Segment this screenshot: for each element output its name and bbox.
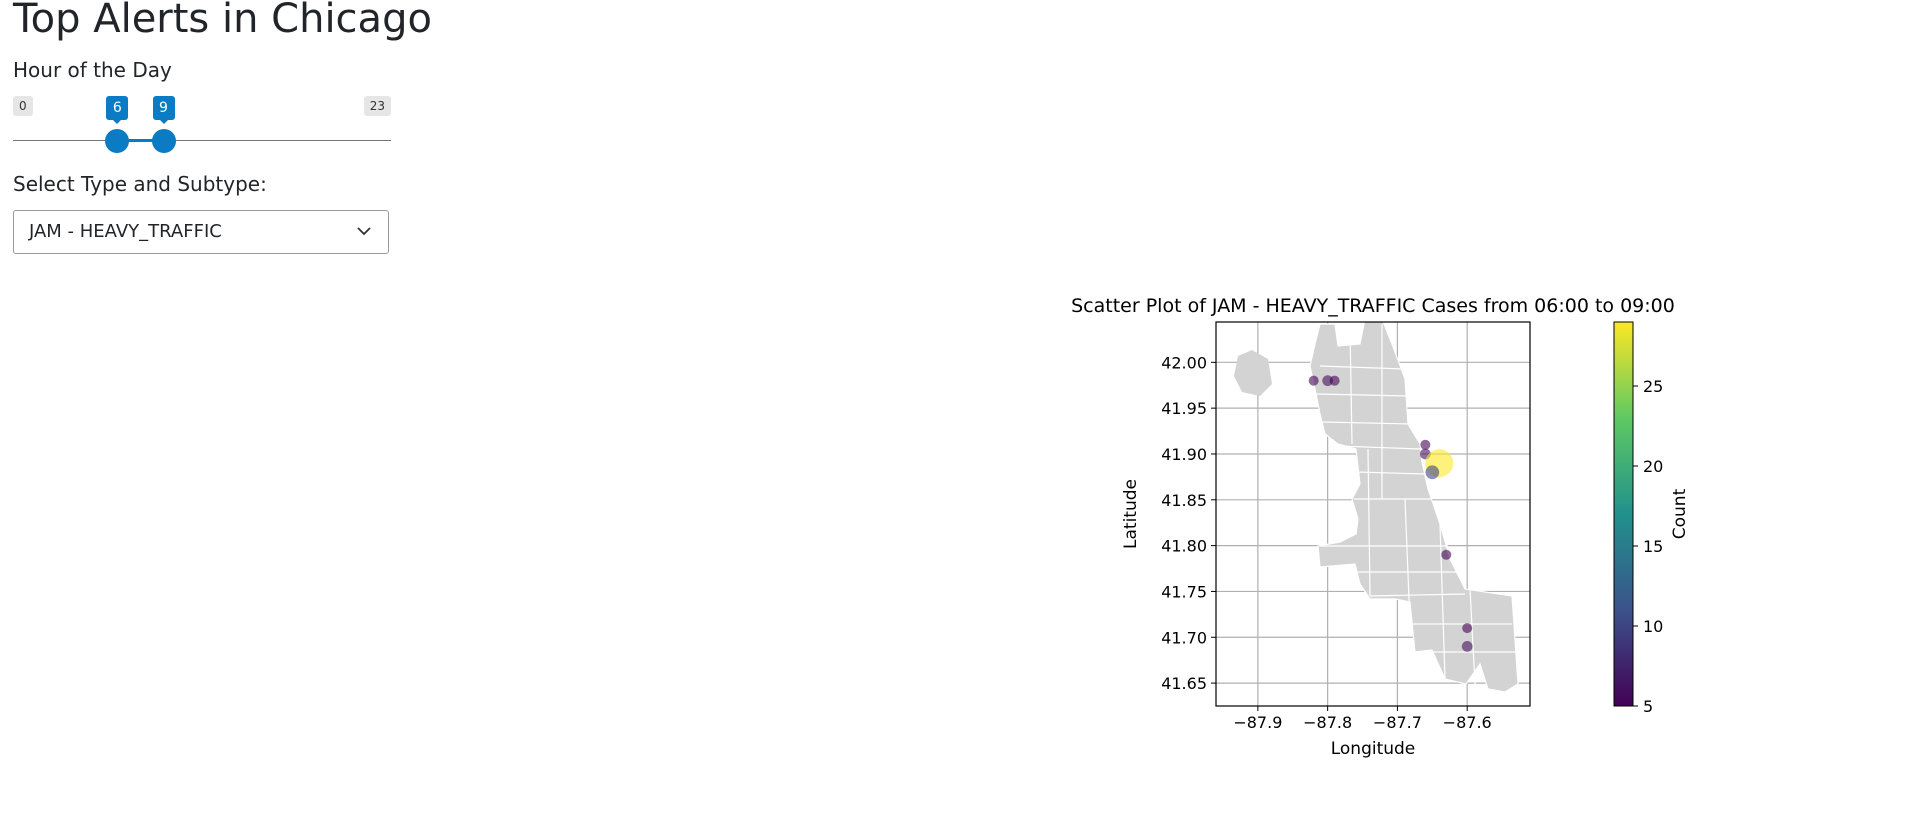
slider-to-value: 9 — [152, 96, 175, 124]
x-axis-label: Longitude — [1331, 739, 1416, 759]
y-tick-label: 41.80 — [1161, 537, 1207, 556]
y-axis-label: Latitude — [1121, 479, 1141, 549]
y-tick-label: 41.65 — [1161, 674, 1207, 693]
colorbar — [1613, 321, 1634, 707]
data-point — [1329, 375, 1340, 386]
select-value: JAM - HEAVY_TRAFFIC — [29, 221, 222, 242]
data-point — [1420, 439, 1431, 450]
colorbar-tick-label: 10 — [1643, 617, 1663, 636]
slider-from-handle[interactable] — [105, 129, 130, 153]
colorbar-tick-label: 15 — [1643, 537, 1663, 556]
page-title: Top Alerts in Chicago — [13, 0, 432, 42]
x-tick-label: −87.6 — [1443, 713, 1492, 732]
data-point — [1462, 623, 1473, 634]
x-tick-label: −87.8 — [1303, 713, 1352, 732]
x-axis: −87.9 −87.8 −87.7 −87.6 — [1233, 706, 1492, 732]
colorbar-tick-label: 25 — [1643, 377, 1663, 396]
y-tick-label: 41.95 — [1161, 399, 1207, 418]
chicago-map — [1234, 322, 1519, 693]
hour-slider-label: Hour of the Day — [13, 58, 172, 82]
slider-selected-range — [117, 139, 164, 142]
slider-track[interactable] — [13, 140, 391, 141]
data-point — [1308, 375, 1319, 386]
y-tick-label: 41.70 — [1161, 628, 1207, 647]
colorbar-tick-label: 5 — [1643, 697, 1653, 716]
slider-to-handle[interactable] — [151, 129, 176, 153]
data-point — [1441, 549, 1452, 560]
hour-range-slider[interactable]: 0 23 6 9 — [13, 96, 391, 156]
data-point — [1425, 465, 1440, 480]
data-point — [1461, 641, 1473, 652]
slider-from-value: 6 — [106, 96, 129, 124]
y-tick-label: 41.75 — [1161, 582, 1207, 601]
colorbar-axis: 5 10 15 20 25 — [1633, 377, 1663, 716]
chevron-down-icon — [357, 227, 371, 236]
chart-title: Scatter Plot of JAM - HEAVY_TRAFFIC Case… — [1071, 295, 1675, 317]
y-tick-label: 41.90 — [1161, 445, 1207, 464]
colorbar-label: Count — [1670, 488, 1690, 539]
type-select-label: Select Type and Subtype: — [13, 172, 267, 196]
y-tick-label: 41.85 — [1161, 491, 1207, 510]
data-point — [1322, 375, 1334, 387]
slider-min-label: 0 — [13, 96, 33, 116]
y-axis: 41.65 41.70 41.75 41.80 41.85 41.90 41.95 42.00 — [1161, 353, 1216, 693]
x-tick-label: −87.7 — [1373, 713, 1422, 732]
plot-area-frame — [1215, 321, 1531, 707]
scatter-chart: Scatter Plot of JAM - HEAVY_TRAFFIC Case… — [1071, 295, 1690, 759]
colorbar-tick-label: 20 — [1643, 457, 1663, 476]
type-subtype-select[interactable]: JAM - HEAVY_TRAFFIC — [13, 210, 389, 254]
slider-max-label: 23 — [363, 96, 391, 116]
chart-points — [1308, 375, 1473, 652]
x-tick-label: −87.9 — [1233, 713, 1282, 732]
y-tick-label: 42.00 — [1161, 353, 1207, 372]
